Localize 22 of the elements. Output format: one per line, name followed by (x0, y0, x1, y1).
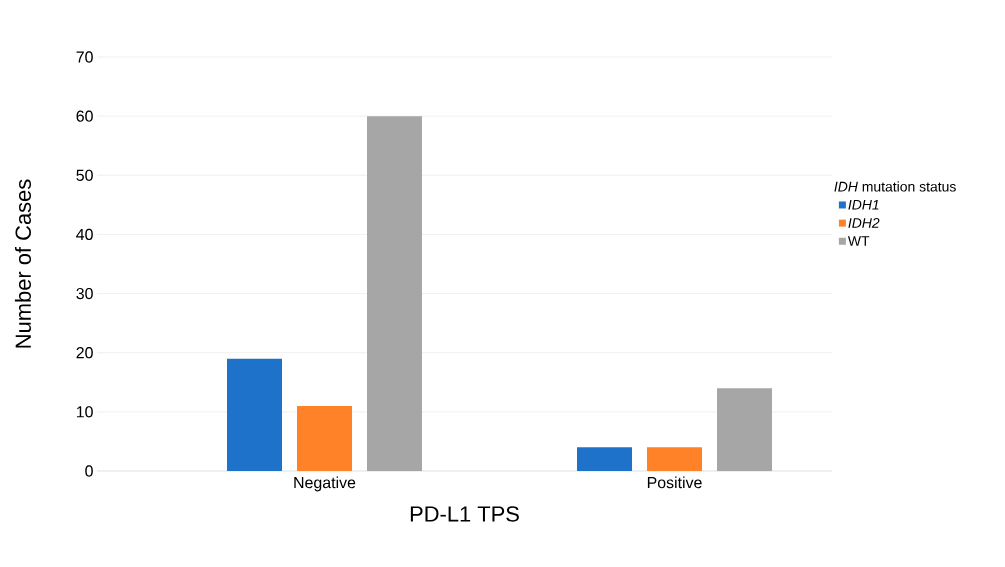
bar (717, 388, 773, 471)
x-tick-label: Negative (294, 476, 356, 492)
legend-label: IDH1 (848, 199, 879, 210)
y-axis-title: Number of Cases (14, 179, 31, 348)
x-tick-label: Positive (647, 476, 702, 489)
legend-label: IDH2 (848, 217, 880, 228)
bar (367, 116, 422, 471)
y-tick-label: 30 (76, 287, 93, 300)
x-axis-title: PD-L1 TPS (410, 506, 519, 522)
y-tick-label: 20 (76, 347, 93, 359)
y-tick-label: 60 (76, 110, 93, 122)
bar (647, 447, 703, 471)
y-tick-label: 50 (76, 169, 93, 181)
y-tick-label: 0 (85, 465, 93, 477)
bar (297, 405, 352, 471)
y-tick-label: 70 (76, 51, 93, 63)
legend-title: IDH mutation status (834, 181, 956, 192)
bar (227, 358, 282, 471)
y-tick-label: 10 (76, 406, 93, 418)
bar (577, 447, 633, 471)
y-tick-label: 40 (76, 228, 93, 241)
legend-label: WT (847, 236, 870, 246)
